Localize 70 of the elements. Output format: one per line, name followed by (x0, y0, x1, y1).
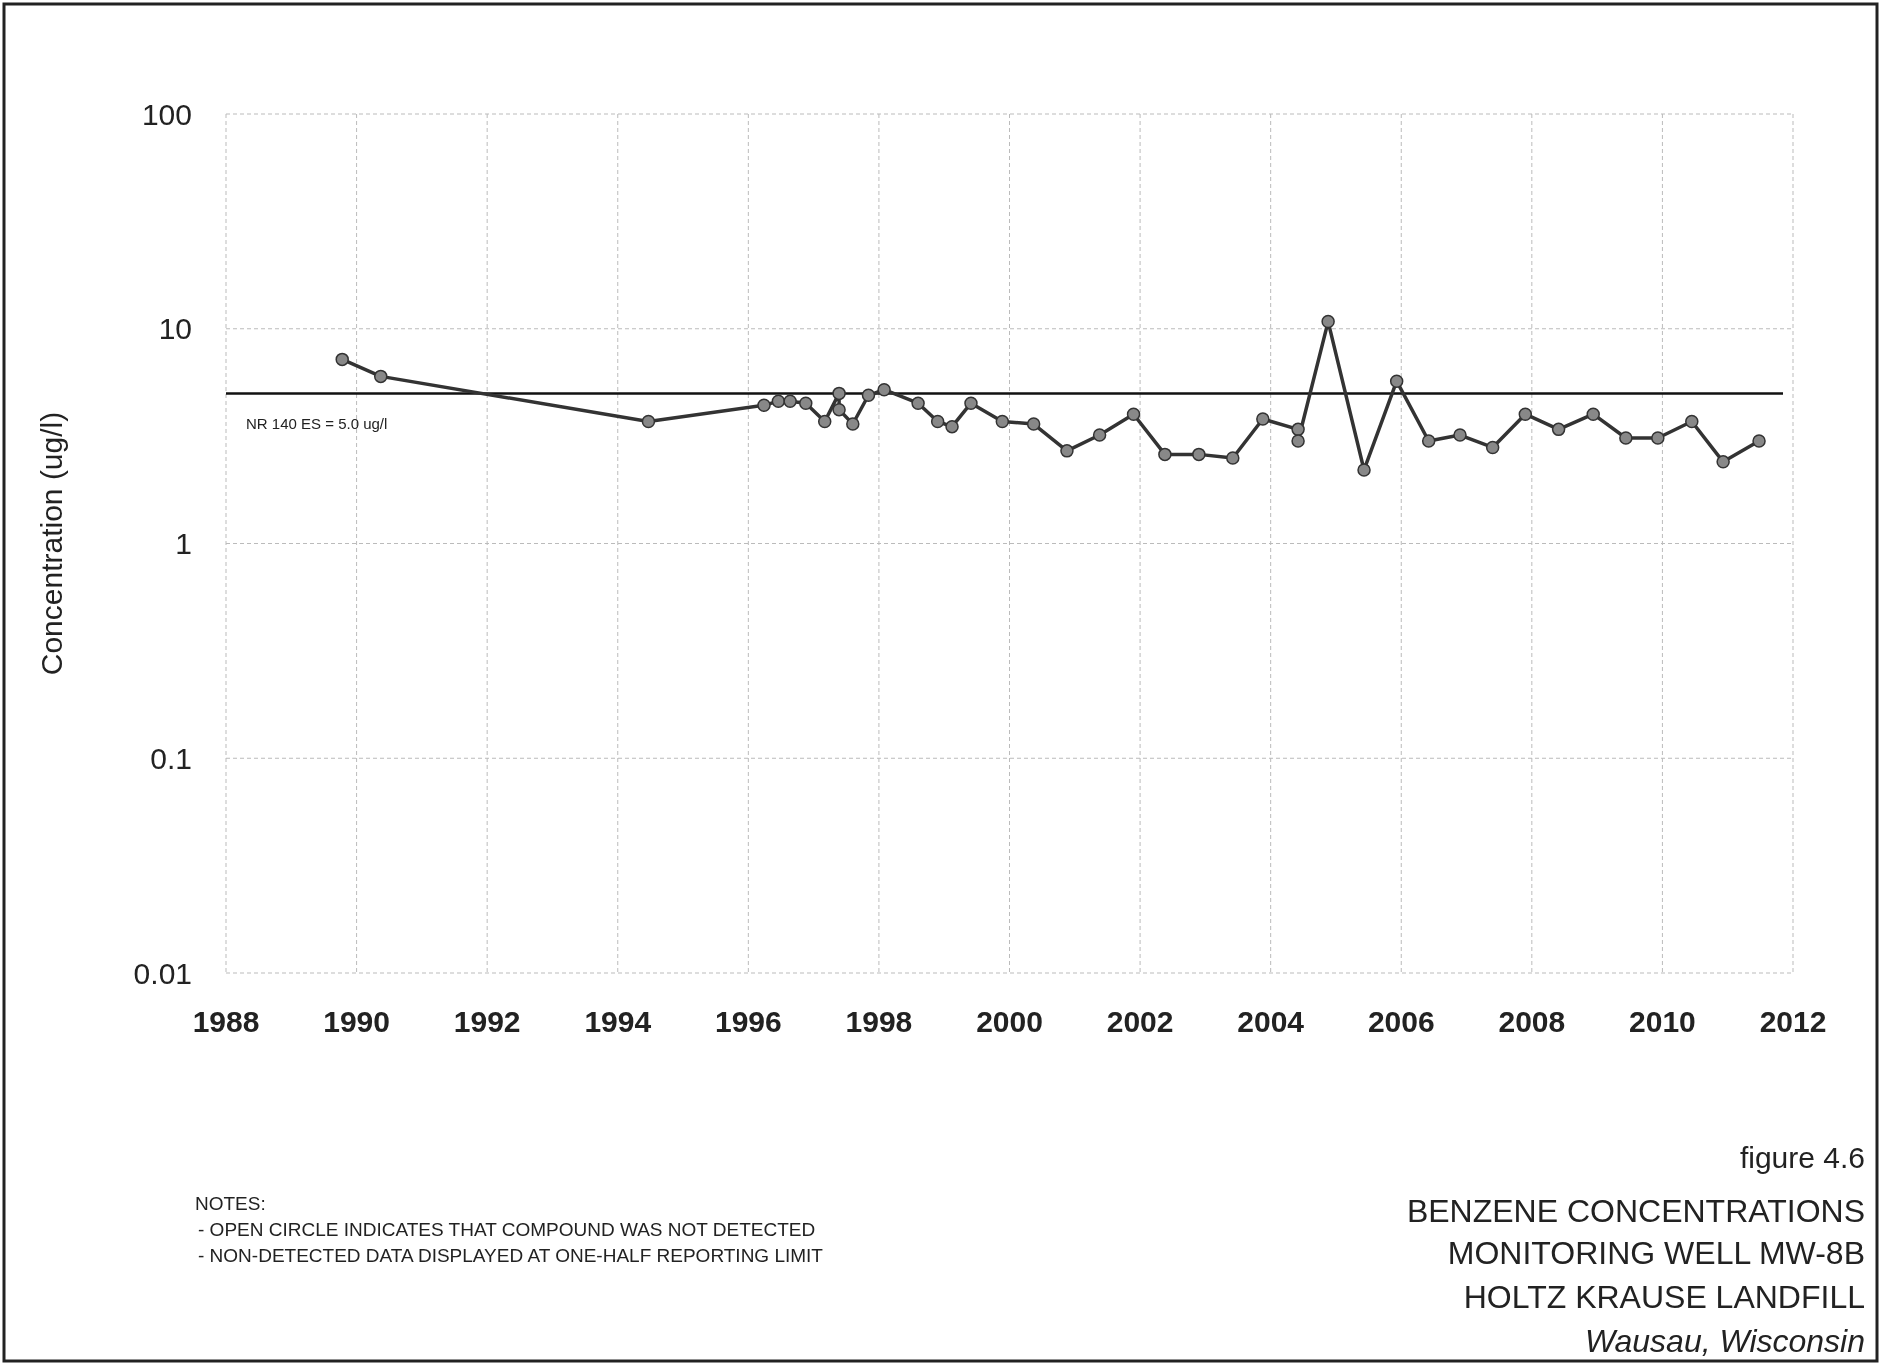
x-tick-label: 2004 (1237, 1005, 1305, 1038)
point (1291, 422, 1305, 437)
x-tick-label: 2008 (1498, 1005, 1566, 1038)
point (1060, 444, 1074, 458)
point (1619, 431, 1633, 445)
point (1752, 434, 1766, 448)
point (1026, 417, 1041, 431)
point (1453, 428, 1467, 442)
x-tick-label: 2010 (1629, 1005, 1696, 1038)
x-tick-label: 1990 (323, 1005, 390, 1038)
x-tick-label: 1988 (192, 1005, 260, 1038)
caption: figure 4.6 (1739, 1141, 1865, 1174)
point (945, 419, 959, 434)
ref-line-label: NR 140 ES = 5.0 ug/l (246, 415, 388, 433)
point (1357, 463, 1371, 477)
point (1226, 451, 1240, 465)
x-tick-label: 1992 (453, 1005, 521, 1038)
point (757, 398, 771, 413)
point (1716, 455, 1730, 469)
point (1551, 422, 1566, 437)
text: MONITORING WELL MW-8B (1447, 1235, 1865, 1271)
y-tick-label: 100 (141, 97, 192, 131)
x-tick-label: 2012 (1759, 1005, 1827, 1038)
point (1518, 407, 1533, 421)
point (861, 388, 876, 403)
y-tick-label: 10 (158, 312, 192, 346)
point (783, 394, 797, 408)
point (1651, 431, 1665, 445)
point (877, 382, 891, 397)
point (373, 369, 388, 384)
point (1321, 314, 1335, 329)
x-tick-label: 2002 (1106, 1005, 1174, 1038)
y-tick-label: 0.01 (133, 956, 192, 990)
text: - NON-DETECTED DATA DISPLAYED AT ONE-HALF REPORTING LIMIT (198, 1245, 824, 1266)
point (817, 414, 832, 429)
point (1421, 434, 1436, 448)
y-tick-label: 0.1 (150, 741, 192, 775)
point (1092, 428, 1107, 442)
y-tick-label: 1 (175, 527, 192, 560)
text: HOLTZ KRAUSE LANDFILL (1463, 1279, 1865, 1315)
y-axis-title: Concentration (ug/l) (35, 411, 68, 676)
point (832, 386, 846, 401)
x-tick-label: 1994 (584, 1005, 652, 1038)
point (1256, 412, 1270, 426)
x-tick-label: 1996 (714, 1005, 782, 1038)
point (641, 414, 656, 429)
point (1192, 447, 1206, 462)
point (964, 396, 978, 410)
point (1685, 414, 1699, 429)
point (771, 394, 786, 408)
point (1158, 447, 1172, 462)
point (1485, 440, 1500, 455)
point (846, 417, 860, 431)
point (995, 414, 1010, 429)
text: - OPEN CIRCLE INDICATES THAT COMPOUND WAS NOT DETECTED (198, 1219, 816, 1240)
text: NOTES: (195, 1193, 266, 1214)
point (335, 352, 349, 367)
x-tick-label: 2000 (976, 1005, 1043, 1038)
point (1291, 434, 1305, 448)
point (930, 414, 945, 429)
x-tick-label: 1998 (845, 1005, 913, 1038)
x-tick-label: 2006 (1367, 1005, 1435, 1038)
point (1389, 374, 1404, 388)
point (1586, 407, 1600, 421)
point (1126, 407, 1141, 421)
point (911, 396, 925, 410)
point (832, 402, 846, 417)
text: BENZENE CONCENTRATIONS (1406, 1193, 1865, 1229)
point (799, 396, 813, 410)
text: Wausau, Wisconsin (1584, 1323, 1865, 1359)
